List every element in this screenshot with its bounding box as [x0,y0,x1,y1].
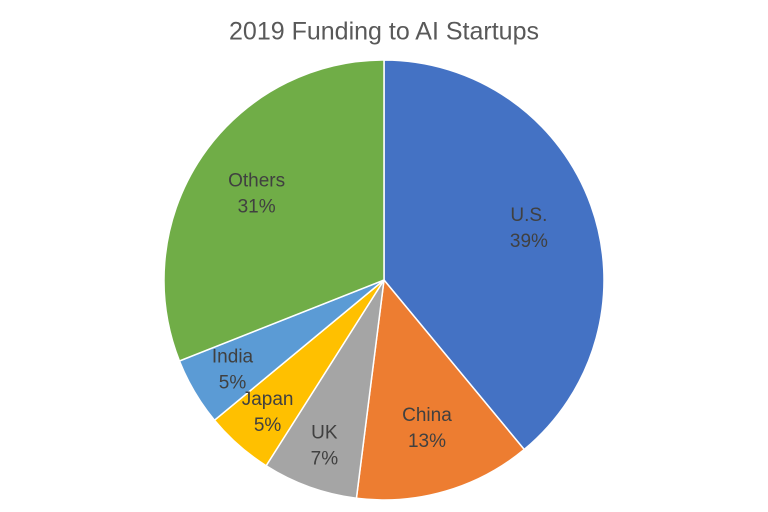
slice-label: U.S. [510,205,547,226]
slice-label: Japan [242,389,294,410]
slice-label: China [402,405,452,426]
chart-title: 2019 Funding to AI Startups [229,18,539,46]
slice-value-label: 13% [408,431,446,452]
slice-value-label: 5% [254,415,282,436]
pie-slice [163,59,385,362]
slice-value-label: 31% [238,196,276,217]
slice-value-label: 5% [219,373,247,394]
slice-value-label: 39% [510,231,548,252]
slice-label: Others [228,170,285,191]
slice-value-label: 7% [311,449,339,470]
slice-label: UK [311,423,338,444]
pie-slice [355,278,526,501]
slice-label: India [212,347,254,368]
pie-slice [383,59,605,451]
